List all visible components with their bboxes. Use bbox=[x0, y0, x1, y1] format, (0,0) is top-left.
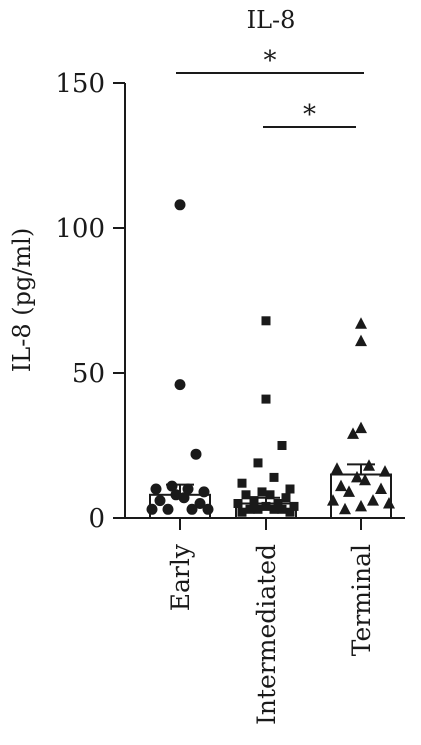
data-point bbox=[162, 503, 174, 515]
data-point bbox=[273, 499, 283, 508]
data-point bbox=[150, 483, 162, 495]
data-point bbox=[351, 470, 363, 483]
data-point bbox=[261, 394, 271, 404]
data-point bbox=[245, 504, 255, 514]
significance-label: * bbox=[264, 46, 277, 76]
data-point bbox=[355, 334, 367, 347]
data-points bbox=[146, 199, 395, 517]
y-tick-label: 100 bbox=[55, 214, 105, 244]
data-point bbox=[190, 448, 202, 460]
chart-title: IL-8 bbox=[247, 6, 296, 34]
data-point bbox=[281, 493, 291, 503]
data-point bbox=[241, 490, 251, 500]
data-point bbox=[174, 379, 186, 391]
y-axis-label: IL-8 (pg/ml) bbox=[8, 228, 36, 372]
data-point bbox=[261, 501, 271, 511]
data-point bbox=[343, 485, 355, 497]
x-tick-label: Intermediated bbox=[252, 544, 281, 725]
data-point bbox=[178, 492, 190, 504]
data-point bbox=[285, 484, 295, 494]
data-point bbox=[253, 458, 263, 468]
data-point bbox=[355, 421, 367, 434]
data-point bbox=[355, 499, 367, 512]
data-point bbox=[182, 483, 194, 495]
data-point bbox=[202, 503, 214, 515]
data-point bbox=[257, 487, 267, 497]
data-point bbox=[174, 199, 186, 211]
y-tick-label: 0 bbox=[88, 504, 105, 534]
x-tick-label: Terminal bbox=[347, 544, 376, 656]
y-tick-label: 150 bbox=[55, 69, 105, 99]
data-point bbox=[277, 504, 287, 514]
data-point bbox=[237, 478, 247, 488]
data-point bbox=[285, 507, 295, 517]
data-point bbox=[379, 465, 391, 477]
data-point bbox=[194, 498, 206, 509]
data-point bbox=[339, 502, 351, 515]
data-point bbox=[233, 499, 243, 508]
data-point bbox=[198, 486, 210, 498]
x-tick-label: Early bbox=[166, 543, 195, 611]
data-point bbox=[265, 490, 275, 500]
data-point bbox=[269, 472, 279, 482]
data-point bbox=[166, 480, 178, 492]
data-point bbox=[186, 503, 198, 515]
data-point bbox=[335, 479, 347, 492]
significance-markers: ** bbox=[176, 46, 364, 130]
data-point bbox=[327, 494, 339, 506]
data-point bbox=[383, 497, 395, 509]
data-point bbox=[269, 504, 279, 514]
data-point bbox=[363, 459, 375, 471]
data-point bbox=[261, 316, 271, 326]
data-point bbox=[289, 501, 299, 511]
y-tick-label: 50 bbox=[72, 359, 105, 389]
data-point bbox=[277, 441, 287, 450]
data-point bbox=[237, 507, 247, 517]
axes: 0 50 100 150 Early Intermediated Terminal bbox=[55, 69, 405, 725]
data-point bbox=[355, 317, 367, 329]
significance-label: * bbox=[303, 100, 316, 130]
data-point bbox=[154, 495, 166, 507]
data-point bbox=[146, 503, 158, 515]
data-point bbox=[249, 496, 259, 506]
data-point bbox=[359, 473, 371, 486]
data-point bbox=[331, 462, 343, 474]
data-point bbox=[347, 427, 359, 439]
data-point bbox=[375, 482, 387, 494]
data-point bbox=[253, 504, 263, 514]
data-point bbox=[367, 494, 379, 506]
